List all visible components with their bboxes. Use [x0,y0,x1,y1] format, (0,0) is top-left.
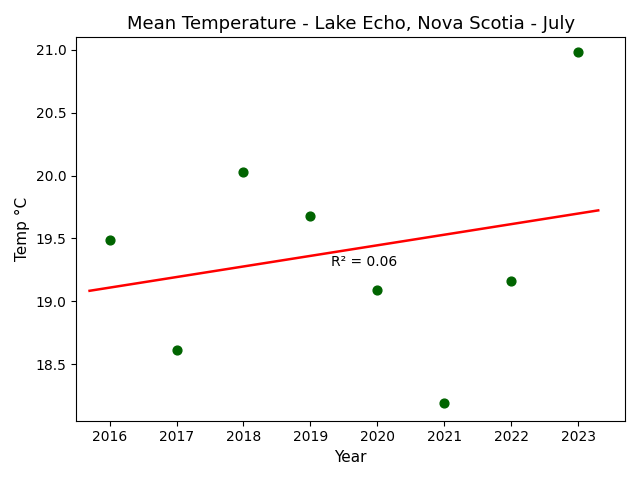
Y-axis label: Temp °C: Temp °C [15,197,30,261]
Point [573,48,583,56]
Point [104,236,115,243]
Point [372,286,383,294]
Point [238,168,248,176]
Text: R² = 0.06: R² = 0.06 [330,255,397,269]
Point [305,212,316,220]
Title: Mean Temperature - Lake Echo, Nova Scotia - July: Mean Temperature - Lake Echo, Nova Scoti… [127,15,575,33]
X-axis label: Year: Year [334,450,367,465]
Point [506,277,516,285]
Point [172,347,182,354]
Point [439,399,449,407]
